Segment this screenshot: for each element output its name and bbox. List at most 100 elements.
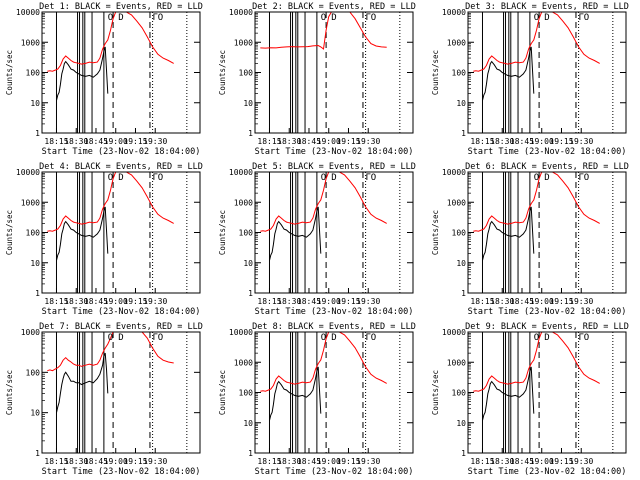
x-tick-label: 18:15 xyxy=(44,137,68,146)
y-tick-label: 100 xyxy=(239,69,254,78)
top-marker: Γ xyxy=(579,173,584,183)
chart-panel-7: Det 7: BLACK = Events, RED = LLD Counts/s… xyxy=(5,322,203,477)
top-marker: O xyxy=(371,333,376,343)
chart-title: Det 2: BLACK = Events, RED = LLD xyxy=(252,2,416,12)
top-marker: D xyxy=(118,333,123,343)
series-line-events xyxy=(269,366,322,421)
chart-title: Det 1: BLACK = Events, RED = LLD xyxy=(39,2,203,12)
y-tick-label: 1 xyxy=(248,289,253,298)
x-tick-label: 18:45 xyxy=(510,457,534,466)
x-tick-label: 18:15 xyxy=(44,457,68,466)
x-tick-label: 19:00 xyxy=(317,297,341,306)
y-tick-label: 10000 xyxy=(16,168,40,177)
series-line-lld xyxy=(473,171,600,232)
y-tick-label: 1 xyxy=(461,289,466,298)
top-marker: O xyxy=(321,13,326,23)
y-tick-label: 10 xyxy=(30,259,40,268)
x-tick-label: 18:15 xyxy=(257,297,281,306)
x-tick-label: 19:15 xyxy=(123,137,147,146)
top-marker: D xyxy=(331,333,336,343)
top-marker: D xyxy=(118,13,123,23)
top-marker: Γ xyxy=(366,13,371,23)
x-tick-label: 18:30 xyxy=(277,137,301,146)
x-tick-label: 19:00 xyxy=(530,137,554,146)
top-marker: O xyxy=(108,173,113,183)
y-axis-label: Counts/sec xyxy=(5,370,14,415)
x-tick-label: 19:15 xyxy=(336,297,360,306)
top-marker: O xyxy=(584,173,589,183)
x-tick-label: 18:30 xyxy=(64,297,88,306)
x-tick-label: 18:15 xyxy=(470,457,494,466)
y-tick-label: 1000 xyxy=(234,358,253,367)
chart-title: Det 8: BLACK = Events, RED = LLD xyxy=(252,322,416,332)
top-marker: D xyxy=(331,173,336,183)
top-marker: O xyxy=(371,173,376,183)
y-tick-label: 10 xyxy=(30,99,40,108)
x-tick-label: 19:15 xyxy=(123,297,147,306)
chart-title: Det 3: BLACK = Events, RED = LLD xyxy=(465,2,629,12)
plot-frame xyxy=(41,11,201,134)
top-marker: O xyxy=(108,333,113,343)
plot-frame xyxy=(254,11,414,134)
top-marker: Γ xyxy=(579,333,584,343)
plot-frame xyxy=(254,171,414,294)
x-tick-label: 19:00 xyxy=(104,457,128,466)
x-tick-label: 18:30 xyxy=(277,297,301,306)
x-tick-label: 18:45 xyxy=(510,297,534,306)
x-tick-label: 19:15 xyxy=(336,137,360,146)
plot-frame xyxy=(254,331,414,454)
y-axis-label: Counts/sec xyxy=(5,210,14,255)
x-tick-label: 19:00 xyxy=(104,297,128,306)
x-tick-label: 18:45 xyxy=(84,457,108,466)
y-tick-label: 1 xyxy=(35,289,40,298)
x-tick-label: 19:15 xyxy=(123,457,147,466)
top-marker: O xyxy=(321,333,326,343)
plot-frame xyxy=(467,171,627,294)
series-line-lld xyxy=(260,331,387,392)
x-tick-label: 18:45 xyxy=(84,297,108,306)
top-marker: O xyxy=(584,333,589,343)
x-tick-label: 18:15 xyxy=(257,457,281,466)
x-axis-label: Start Time (23-Nov-02 18:04:00) xyxy=(255,147,414,157)
chart-title: Det 7: BLACK = Events, RED = LLD xyxy=(39,322,203,332)
top-marker: Γ xyxy=(366,333,371,343)
chart-title: Det 9: BLACK = Events, RED = LLD xyxy=(465,322,629,332)
y-tick-label: 1 xyxy=(35,449,40,458)
y-axis-label: Counts/sec xyxy=(431,50,440,95)
top-marker: D xyxy=(544,333,549,343)
y-tick-label: 10 xyxy=(30,409,40,418)
y-tick-label: 10000 xyxy=(442,328,466,337)
x-tick-label: 19:30 xyxy=(569,297,593,306)
top-marker: O xyxy=(108,13,113,23)
x-axis-label: Start Time (23-Nov-02 18:04:00) xyxy=(255,467,414,477)
x-axis-label: Start Time (23-Nov-02 18:04:00) xyxy=(255,307,414,317)
y-tick-label: 1 xyxy=(461,449,466,458)
top-marker: D xyxy=(331,13,336,23)
top-marker: O xyxy=(321,173,326,183)
y-tick-label: 10000 xyxy=(229,8,253,17)
top-marker: O xyxy=(371,13,376,23)
chart-panel-3: Det 3: BLACK = Events, RED = LLD Counts/s… xyxy=(431,2,629,157)
y-tick-label: 100 xyxy=(26,368,41,377)
chart-title: Det 5: BLACK = Events, RED = LLD xyxy=(252,162,416,172)
chart-panel-2: Det 2: BLACK = Events, RED = LLD Counts/s… xyxy=(218,2,416,157)
y-tick-label: 100 xyxy=(239,229,254,238)
y-tick-label: 10 xyxy=(456,419,466,428)
x-tick-label: 18:45 xyxy=(297,457,321,466)
top-marker: O xyxy=(534,13,539,23)
chart-panel-8: Det 8: BLACK = Events, RED = LLD Counts/s… xyxy=(218,322,416,477)
x-tick-label: 18:15 xyxy=(470,137,494,146)
x-axis-label: Start Time (23-Nov-02 18:04:00) xyxy=(42,147,201,157)
x-tick-label: 19:00 xyxy=(317,137,341,146)
chart-panel-5: Det 5: BLACK = Events, RED = LLD Counts/s… xyxy=(218,162,416,317)
series-line-lld xyxy=(47,171,174,232)
series-line-lld xyxy=(260,171,387,232)
y-tick-label: 1000 xyxy=(234,38,253,47)
y-tick-label: 10000 xyxy=(229,168,253,177)
x-tick-label: 18:45 xyxy=(510,137,534,146)
x-axis-label: Start Time (23-Nov-02 18:04:00) xyxy=(468,467,627,477)
top-marker: O xyxy=(158,333,163,343)
x-axis-label: Start Time (23-Nov-02 18:04:00) xyxy=(468,307,627,317)
x-tick-label: 19:15 xyxy=(549,297,573,306)
y-axis-label: Counts/sec xyxy=(431,210,440,255)
